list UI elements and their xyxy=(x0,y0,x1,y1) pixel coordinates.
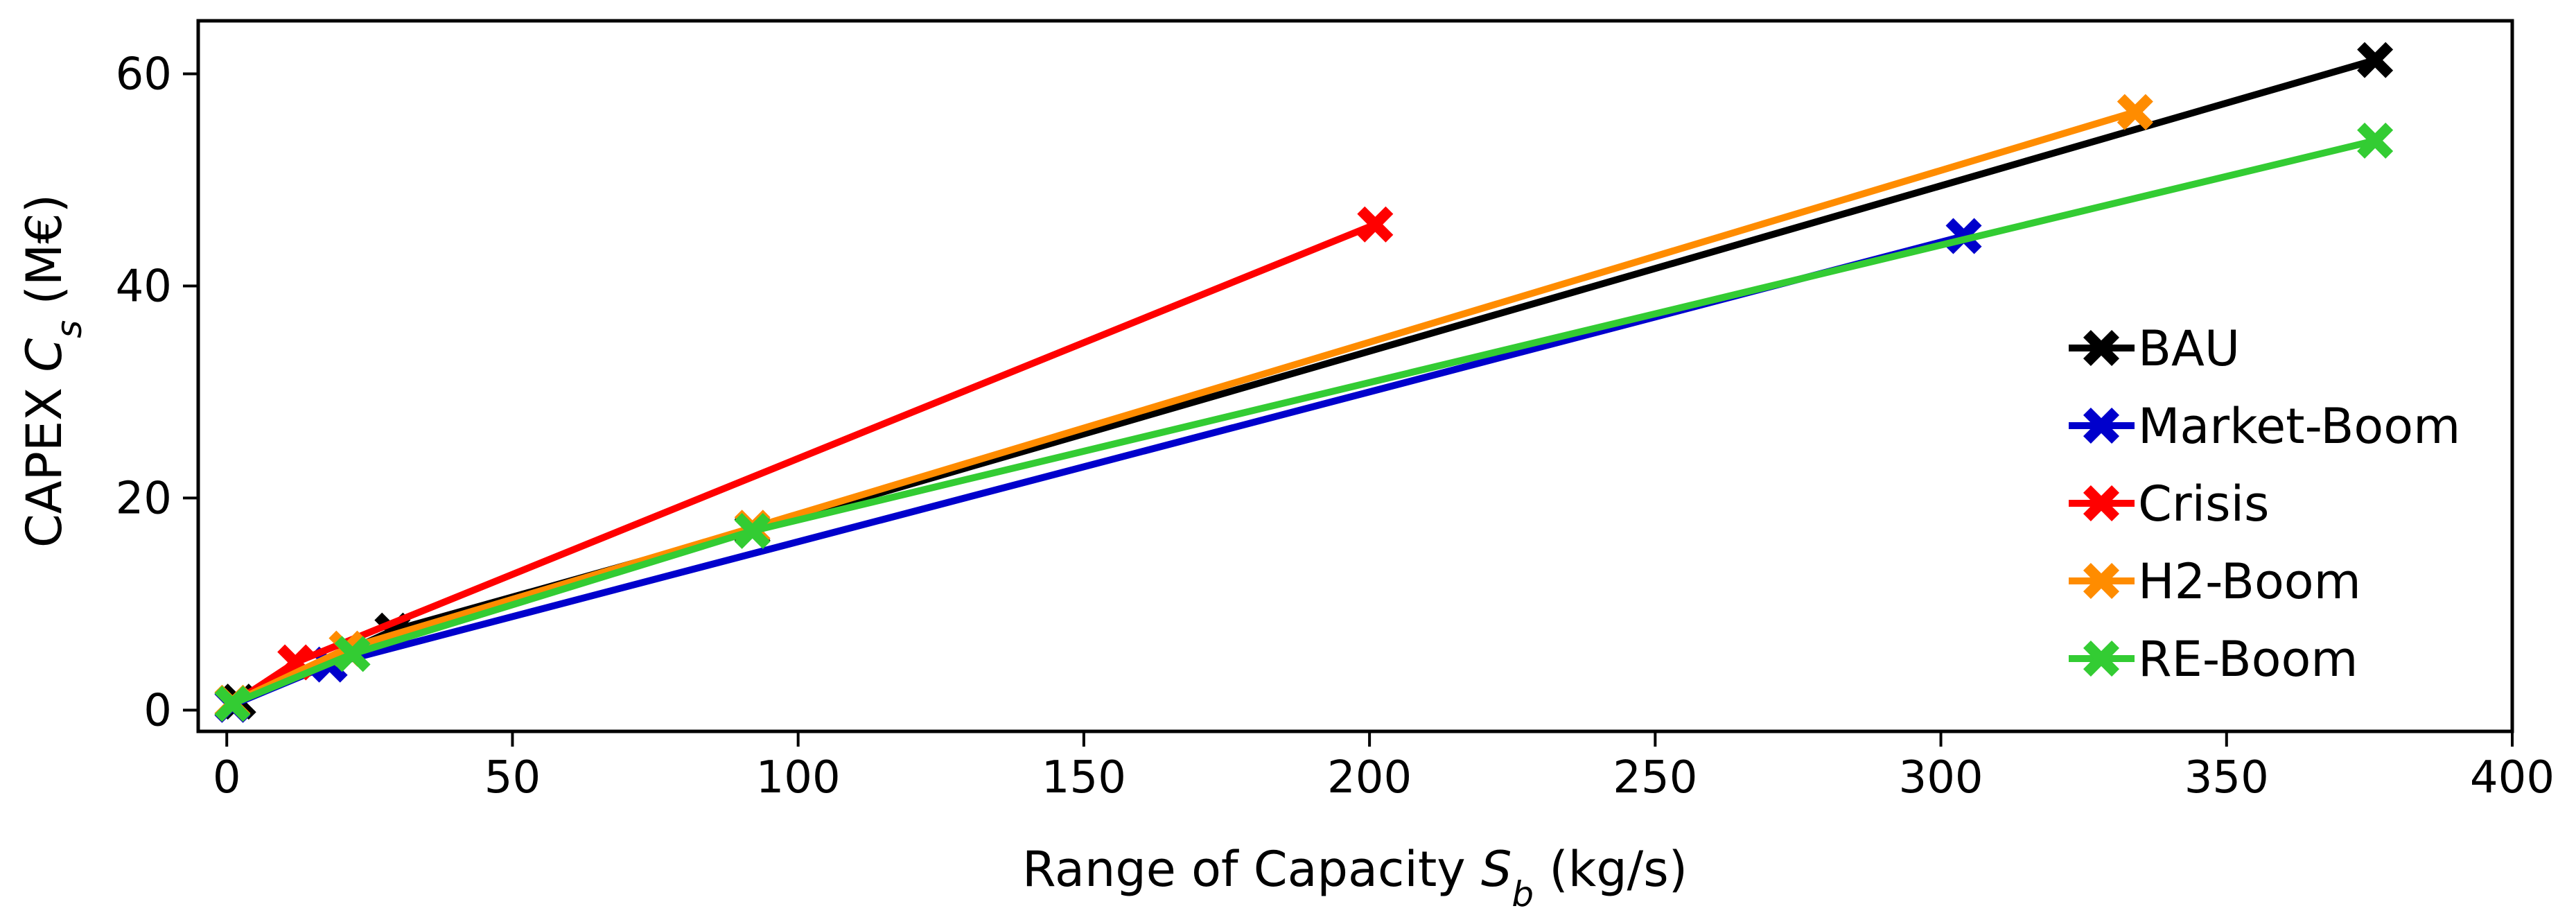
x-tick-label: 400 xyxy=(2470,752,2555,803)
legend-marker xyxy=(2083,330,2119,366)
legend-label: H2-Boom xyxy=(2138,553,2361,610)
legend-marker xyxy=(2083,641,2119,677)
legend-item-market-boom: Market-Boom xyxy=(2069,398,2460,455)
data-point-h2-boom xyxy=(2117,94,2153,130)
series-market-boom xyxy=(214,218,1982,723)
data-point-re-boom xyxy=(334,636,371,672)
ticks: 0 50 100 150 200 250 300 350 400 0 20 40 60 xyxy=(116,49,2555,803)
legend: BAU Market-Boom Crisis H2-Boom RE-Boom xyxy=(2069,320,2460,688)
series-bau xyxy=(220,42,2394,720)
x-tick-label: 150 xyxy=(1042,752,1126,803)
data-point-re-boom xyxy=(214,686,251,722)
data-point-bau xyxy=(2357,42,2394,78)
y-tick-label: 0 xyxy=(143,685,172,736)
y-tick-label: 60 xyxy=(116,49,172,100)
series-line-re-boom xyxy=(231,137,2376,707)
legend-item-crisis: Crisis xyxy=(2069,476,2270,532)
series-re-boom xyxy=(214,122,2394,722)
legend-label: RE-Boom xyxy=(2138,631,2358,688)
x-axis-label: Range of Capacity Sb (kg/s) xyxy=(1022,841,1688,913)
x-tick-label: 100 xyxy=(756,752,841,803)
legend-label: BAU xyxy=(2138,320,2240,377)
x-tick-label: 350 xyxy=(2184,752,2269,803)
x-tick-label: 300 xyxy=(1898,752,1983,803)
series-line-market-boom xyxy=(231,232,1965,708)
legend-item-bau: BAU xyxy=(2069,320,2240,377)
legend-marker xyxy=(2083,485,2119,521)
legend-item-re-boom: RE-Boom xyxy=(2069,631,2358,688)
series-layer xyxy=(214,42,2394,723)
x-tick-label: 200 xyxy=(1327,752,1412,803)
x-tick-label: 50 xyxy=(484,752,541,803)
x-tick-label: 250 xyxy=(1613,752,1697,803)
legend-item-h2-boom: H2-Boom xyxy=(2069,553,2361,610)
plot-frame xyxy=(196,19,2514,733)
series-line-h2-boom xyxy=(231,108,2137,706)
legend-label: Market-Boom xyxy=(2138,398,2460,455)
y-tick-label: 40 xyxy=(116,261,172,312)
legend-marker xyxy=(2083,408,2119,444)
y-axis-label: CAPEX Cs (M€) xyxy=(16,194,89,548)
legend-marker xyxy=(2083,563,2119,599)
data-point-re-boom xyxy=(734,512,771,549)
x-tick-label: 0 xyxy=(213,752,241,803)
data-point-re-boom xyxy=(2357,122,2394,159)
y-tick-label: 20 xyxy=(116,473,172,524)
data-point-crisis xyxy=(1357,206,1394,243)
legend-label: Crisis xyxy=(2138,476,2270,532)
